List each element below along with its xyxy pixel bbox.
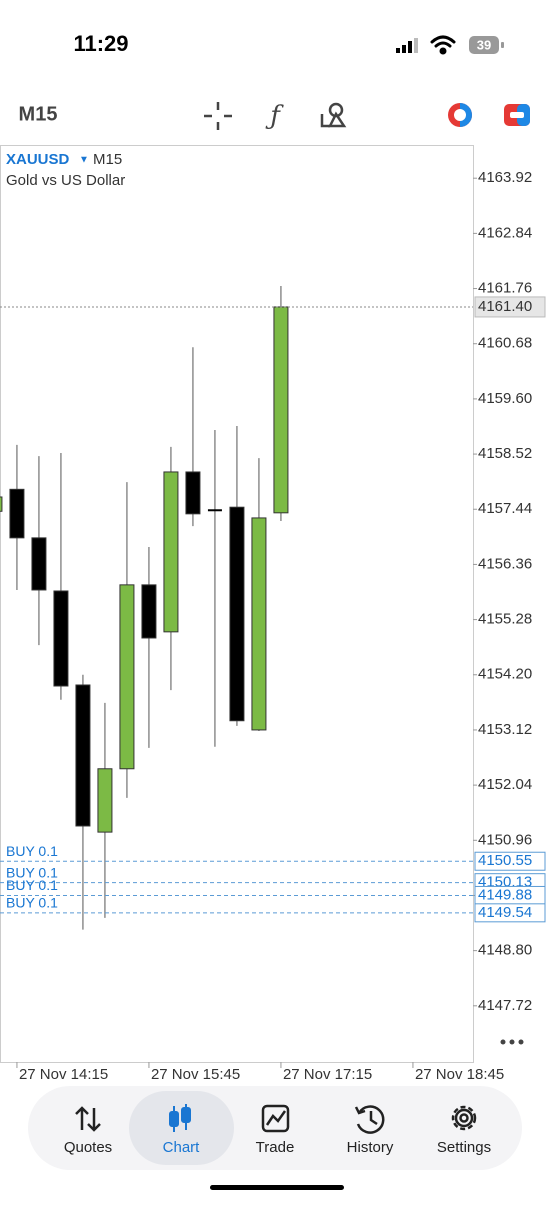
y-tick-label: 4162.84 <box>478 224 532 241</box>
candle-body <box>229 506 245 722</box>
status-time: 11:29 <box>73 31 128 56</box>
y-tick-label: 4152.04 <box>478 776 532 793</box>
objects-button[interactable] <box>320 102 347 128</box>
candle-body <box>75 684 91 827</box>
y-tick-label: 4160.68 <box>478 335 532 352</box>
candle-body <box>97 768 113 833</box>
y-tick-label: 4153.12 <box>478 721 532 738</box>
candle-body <box>185 471 201 515</box>
tab-4[interactable]: Settings <box>437 1139 491 1156</box>
order-label[interactable]: BUY 0.1 <box>6 877 58 893</box>
candle-body <box>0 496 3 512</box>
tab-3[interactable]: History <box>347 1139 394 1156</box>
y-tick-label: 4148.80 <box>478 942 532 959</box>
candle-body <box>163 471 179 633</box>
y-tick-label: 4161.76 <box>478 280 532 297</box>
home-indicator <box>210 1185 344 1190</box>
symbol-dropdown[interactable]: ▼ <box>79 155 89 166</box>
order-price-label: 4149.88 <box>478 886 532 903</box>
order-price-box <box>474 851 546 871</box>
battery-icon <box>469 36 499 54</box>
signal-icon <box>396 38 418 53</box>
candle-body <box>31 537 47 591</box>
candle-body <box>141 584 157 639</box>
candle-body <box>119 584 135 770</box>
order-price-box <box>474 903 546 923</box>
tab-0[interactable]: Quotes <box>64 1139 112 1156</box>
trade-icon <box>261 1104 290 1133</box>
chart-icon <box>169 1104 191 1132</box>
y-tick-label: 4147.72 <box>478 997 532 1014</box>
chart-timeframe: M15 <box>93 151 122 168</box>
x-tick-label: 27 Nov 18:45 <box>415 1066 504 1083</box>
one-click-button[interactable] <box>448 103 472 127</box>
x-tick-label: 27 Nov 14:15 <box>19 1066 108 1083</box>
candle-body <box>9 488 25 539</box>
y-tick-label: 4156.36 <box>478 555 532 572</box>
order-label[interactable]: BUY 0.1 <box>6 864 58 880</box>
order-label[interactable]: BUY 0.1 <box>6 895 58 911</box>
tab-1[interactable]: Chart <box>163 1139 201 1156</box>
battery-level: 39 <box>477 37 491 52</box>
active-tab-highlight <box>129 1091 234 1165</box>
tab-bar <box>28 1086 522 1170</box>
plot-area <box>0 285 289 930</box>
candle-body <box>53 590 69 687</box>
y-tick-label: 4154.20 <box>478 666 532 683</box>
timeframe-button[interactable]: M15 <box>19 103 58 125</box>
candle-body <box>251 517 267 731</box>
wifi-icon <box>430 35 456 55</box>
y-tick-label: 4159.60 <box>478 390 532 407</box>
order-price-label: 4149.54 <box>478 904 532 921</box>
symbol[interactable]: XAUUSD <box>6 151 70 168</box>
y-tick-label: 4157.44 <box>478 500 532 517</box>
candle-body <box>273 306 289 514</box>
tab-2[interactable]: Trade <box>256 1139 295 1156</box>
order-label[interactable]: BUY 0.1 <box>6 843 58 859</box>
plot-frame <box>0 145 474 1063</box>
y-tick-label: 4158.52 <box>478 445 532 462</box>
x-tick-label: 27 Nov 15:45 <box>151 1066 240 1083</box>
trade-button[interactable] <box>504 104 530 126</box>
indicators-button[interactable]: ƒ <box>265 101 284 131</box>
tab-labels: Quotes Chart Trade History Settings <box>64 1139 491 1156</box>
y-tick-label: 4150.96 <box>478 831 532 848</box>
current-price-label: 4161.40 <box>478 298 532 315</box>
quotes-icon <box>75 1106 101 1132</box>
history-icon <box>354 1105 385 1134</box>
settings-icon <box>451 1105 477 1131</box>
crosshair-button[interactable] <box>204 102 232 130</box>
more-button[interactable] <box>500 1039 524 1045</box>
battery-cap <box>501 42 504 48</box>
y-tick-label: 4155.28 <box>478 611 532 628</box>
x-tick-label: 27 Nov 17:15 <box>283 1066 372 1083</box>
current-price-box <box>474 296 546 318</box>
symbol-description: Gold vs US Dollar <box>6 172 125 189</box>
order-price-label: 4150.55 <box>478 852 532 869</box>
y-tick-label: 4163.92 <box>478 169 532 186</box>
